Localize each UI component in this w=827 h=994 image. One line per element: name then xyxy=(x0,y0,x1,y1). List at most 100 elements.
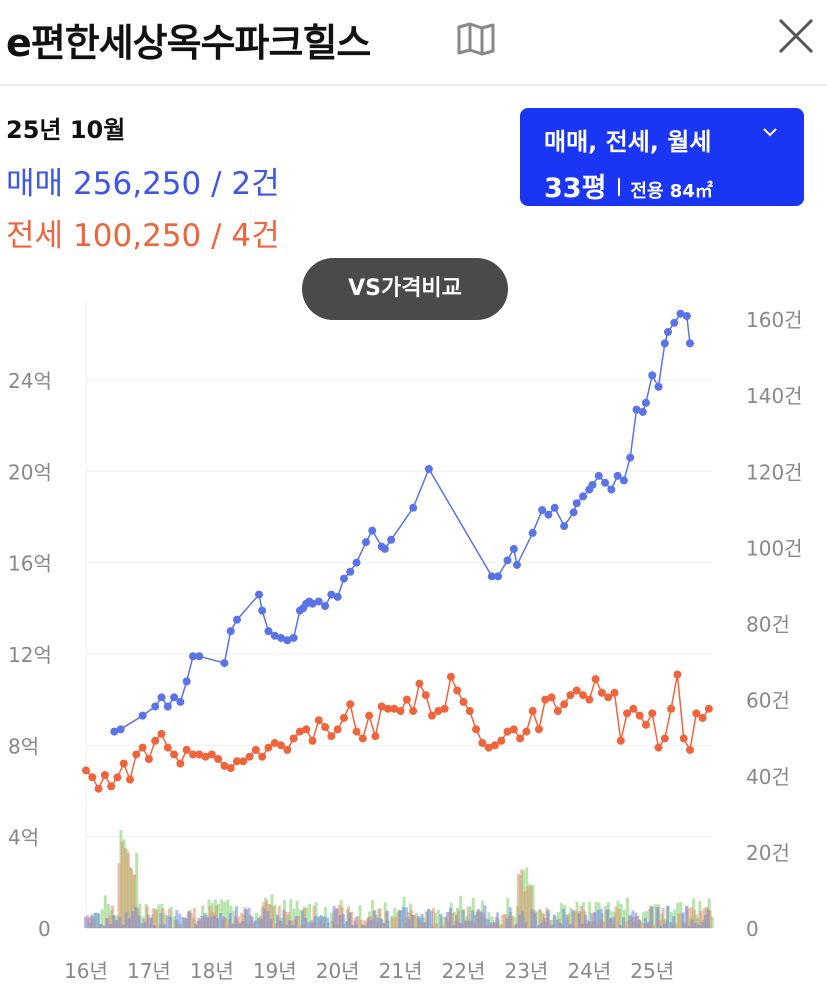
volume-bar xyxy=(483,905,487,928)
volume-bar xyxy=(295,900,299,928)
data-point xyxy=(339,574,348,583)
volume-bar xyxy=(614,906,618,928)
volume-bar xyxy=(559,923,563,928)
data-point xyxy=(673,670,682,679)
volume-bar xyxy=(470,910,474,928)
data-point xyxy=(616,736,625,745)
data-point xyxy=(383,704,392,713)
volume-bar xyxy=(581,923,585,928)
data-point xyxy=(629,704,638,713)
volume-bar xyxy=(178,913,182,928)
volume-bar xyxy=(203,912,207,928)
data-point xyxy=(421,691,430,700)
exclusive-area-label: 전용 84㎡ xyxy=(630,181,713,202)
data-point xyxy=(484,743,493,752)
data-point xyxy=(402,695,411,704)
x-tick-label: 25년 xyxy=(630,959,674,983)
volume-bar xyxy=(426,908,430,928)
data-point xyxy=(428,711,437,720)
data-point xyxy=(396,707,405,716)
close-icon[interactable] xyxy=(772,12,820,60)
volume-bar xyxy=(489,922,493,928)
volume-bar xyxy=(641,912,645,928)
volume-bar xyxy=(516,874,520,928)
volume-bar xyxy=(370,919,374,928)
volume-bar xyxy=(530,909,534,928)
volume-bar xyxy=(708,910,712,928)
data-point xyxy=(623,709,632,718)
volume-bar xyxy=(549,925,553,928)
volume-bar xyxy=(301,910,305,928)
volume-bar xyxy=(175,909,179,928)
volume-bar xyxy=(130,868,134,928)
data-point xyxy=(339,713,348,722)
data-point xyxy=(371,732,380,741)
volume-bar xyxy=(269,919,273,928)
volume-bar xyxy=(165,915,169,928)
volume-bar xyxy=(496,912,500,928)
volume-bar xyxy=(181,917,185,928)
y-right-tick-label: 80건 xyxy=(746,613,790,637)
volume-bar xyxy=(505,918,509,928)
volume-bar xyxy=(450,912,454,928)
data-point xyxy=(321,602,330,611)
volume-bar xyxy=(546,910,550,928)
volume-bar xyxy=(316,916,320,928)
volume-bar xyxy=(538,909,542,928)
y-right-tick-label: 0 xyxy=(746,917,759,941)
data-point xyxy=(302,725,311,734)
data-point xyxy=(472,725,481,734)
volume-bar xyxy=(508,907,512,928)
data-point xyxy=(182,745,191,754)
data-point xyxy=(163,702,172,711)
sale-label: 매매 xyxy=(6,166,64,202)
volume-bar xyxy=(189,913,193,928)
header: e편한세상옥수파크힐스 xyxy=(0,0,827,86)
map-book-icon[interactable] xyxy=(456,22,496,56)
data-point xyxy=(453,686,462,695)
volume-bar xyxy=(187,911,191,928)
volume-bar xyxy=(490,916,494,928)
data-point xyxy=(692,709,701,718)
volume-bar xyxy=(391,917,395,928)
data-point xyxy=(541,695,550,704)
volume-bar xyxy=(382,923,386,928)
data-point xyxy=(660,339,669,348)
volume-bar xyxy=(157,904,161,928)
volume-bar xyxy=(437,909,441,928)
data-point xyxy=(239,757,248,766)
data-point xyxy=(679,734,688,743)
volume-bar xyxy=(533,912,537,928)
volume-bar xyxy=(439,914,443,928)
volume-bar xyxy=(689,906,693,928)
volume-bar xyxy=(486,919,490,928)
data-point xyxy=(667,704,676,713)
volume-bar xyxy=(294,915,298,928)
volume-bar xyxy=(452,911,456,928)
data-point xyxy=(116,725,125,734)
volume-bar xyxy=(341,913,345,928)
volume-bar xyxy=(498,923,502,928)
data-point xyxy=(516,734,525,743)
data-point xyxy=(333,592,342,601)
volume-bar xyxy=(568,924,572,928)
volume-bar xyxy=(477,909,481,928)
vs-compare-button[interactable]: VS가격비교 xyxy=(302,258,508,320)
volume-bar xyxy=(153,925,157,928)
volume-bar xyxy=(143,921,147,928)
data-point xyxy=(607,485,616,494)
data-point xyxy=(512,560,521,569)
volume-bar xyxy=(223,901,227,928)
y-right-tick-label: 20건 xyxy=(746,841,790,865)
data-point xyxy=(490,741,499,750)
trade-type-filter-button[interactable]: 매매, 전세, 월세 33평 전용 84㎡ xyxy=(520,108,804,206)
data-point xyxy=(704,704,713,713)
data-point xyxy=(176,697,185,706)
data-point xyxy=(264,627,273,636)
volume-bar xyxy=(593,912,597,928)
volume-bar xyxy=(468,906,472,928)
data-point xyxy=(670,318,679,327)
volume-bar xyxy=(562,909,566,928)
volume-bar xyxy=(273,904,277,928)
volume-bar xyxy=(656,907,660,928)
